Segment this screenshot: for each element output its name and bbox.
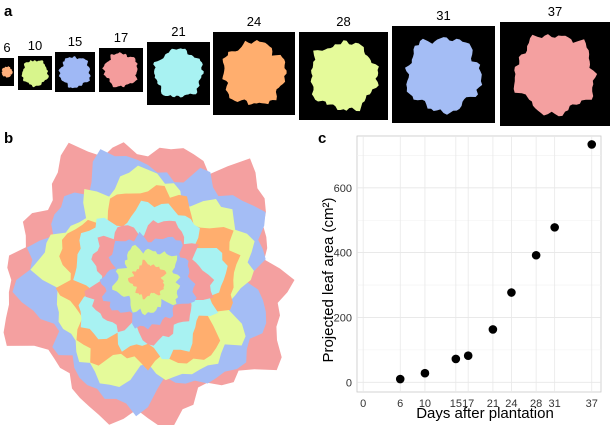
rosette-overlay-figure (3, 142, 295, 425)
x-axis-label: Days after plantation (416, 405, 554, 422)
rosette-thumbnail-day-28 (299, 32, 388, 120)
rosette-thumbnail-day-21 (147, 42, 210, 105)
rosette-thumbnail-day-31 (392, 26, 495, 123)
day-label-21: 21 (171, 24, 186, 39)
data-point (550, 223, 559, 232)
data-point (451, 354, 461, 364)
rosette-shape (58, 56, 91, 89)
panel-label-c: c (318, 130, 327, 147)
plot-area (356, 135, 602, 393)
x-tick-label: 31 (549, 398, 561, 410)
rosette-shape (222, 40, 287, 105)
rosette-layer-9 (128, 259, 167, 300)
rosette-thumbnail-day-15 (55, 52, 95, 92)
x-tick-label: 17 (462, 398, 474, 410)
day-label-17: 17 (113, 30, 129, 45)
x-tick-label: 6 (397, 398, 403, 410)
rosette-thumbnail-day-24 (213, 32, 295, 115)
rosette-thumbnail-day-6 (0, 58, 14, 86)
rosette-shape (1, 66, 13, 78)
day-label-15: 15 (67, 34, 83, 49)
data-point (488, 325, 498, 334)
rosette-shape (21, 60, 49, 88)
x-tick-label: 10 (419, 398, 431, 410)
day-label-31: 31 (436, 8, 451, 23)
rosette-shape (310, 40, 379, 112)
rosette-time-series: a 6 10 15 17 21 24 28 31 37 (0, 0, 614, 130)
day-label-10: 10 (27, 38, 43, 53)
y-tick-label: 0 (346, 377, 352, 389)
data-point (420, 368, 430, 378)
x-tick-label: 37 (586, 398, 598, 410)
leaf-area-chart: Projected leaf area (cm²) Days after pla… (320, 135, 602, 422)
rosette-shape (102, 52, 138, 88)
y-axis-label: Projected leaf area (cm²) (320, 197, 337, 362)
rosette-thumbnail-day-17 (99, 48, 143, 92)
data-point (463, 351, 473, 361)
rosette-thumbnail-day-37 (500, 22, 610, 126)
x-tick-label: 0 (360, 398, 366, 410)
rosette-shape (153, 48, 204, 98)
rosette-shape (513, 34, 598, 117)
day-label-24: 24 (246, 14, 262, 29)
rosette-shape (405, 37, 483, 115)
data-point (507, 288, 516, 297)
x-tick-label: 24 (505, 398, 517, 410)
data-point (587, 140, 597, 149)
y-tick-label: 200 (334, 312, 352, 324)
x-tick-label: 21 (487, 398, 499, 410)
rosette-thumbnail-day-10 (18, 56, 52, 90)
x-tick-label: 15 (450, 398, 462, 410)
day-label-37: 37 (547, 4, 563, 19)
day-label-6: 6 (3, 40, 11, 55)
data-point (531, 250, 541, 260)
y-tick-label: 600 (334, 183, 352, 195)
y-tick-label: 400 (334, 248, 352, 260)
x-tick-label: 28 (530, 398, 542, 410)
panel-label-a: a (4, 3, 13, 20)
data-point (395, 374, 405, 384)
day-label-28: 28 (336, 14, 351, 29)
panel-label-b: b (4, 130, 14, 147)
